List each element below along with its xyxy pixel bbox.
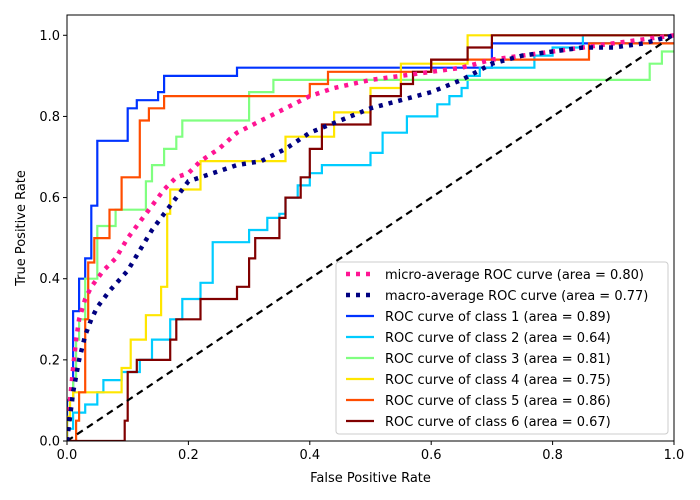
x-tick-label: 0.6 [421,448,442,463]
legend-label: micro-average ROC curve (area = 0.80) [385,268,644,283]
legend-label: ROC curve of class 1 (area = 0.89) [385,310,611,325]
x-axis: 0.0 0.2 0.4 0.6 0.8 1.0 [57,441,685,463]
y-tick-label: 0.8 [39,110,60,125]
legend-label: ROC curve of class 5 (area = 0.86) [385,394,611,409]
series-line-1 [67,33,674,441]
y-tick-label: 1.0 [39,29,60,44]
y-axis-label: True Positive Rate [14,170,29,287]
axes-frame [66,14,675,442]
legend-label: ROC curve of class 4 (area = 0.75) [385,373,611,388]
series-line-6 [67,34,674,441]
plot-area [67,33,674,441]
series-line-3 [67,42,674,441]
legend-box [335,261,669,435]
y-axis: 0.0 0.2 0.4 0.6 0.8 1.0 [39,29,67,450]
x-tick-label: 0.0 [57,448,78,463]
series-line-7 [67,42,674,441]
legend-label: ROC curve of class 2 (area = 0.64) [385,331,611,346]
legend-label: macro-average ROC curve (area = 0.77) [385,289,648,304]
legend: micro-average ROC curve (area = 0.80) mac… [335,261,669,435]
x-tick-label: 0.4 [299,448,320,463]
chance-diagonal-line [67,34,674,441]
y-tick-label: 0.4 [39,272,60,287]
x-tick-label: 0.8 [542,448,563,463]
y-tick-label: 0.0 [39,435,60,450]
legend-label: ROC curve of class 6 (area = 0.67) [385,415,611,430]
y-tick-label: 0.6 [39,191,60,206]
legend-label: ROC curve of class 3 (area = 0.81) [385,352,611,367]
x-axis-label: False Positive Rate [310,471,431,486]
x-tick-label: 0.2 [178,448,199,463]
x-tick-label: 1.0 [664,448,685,463]
y-tick-label: 0.2 [39,353,60,368]
